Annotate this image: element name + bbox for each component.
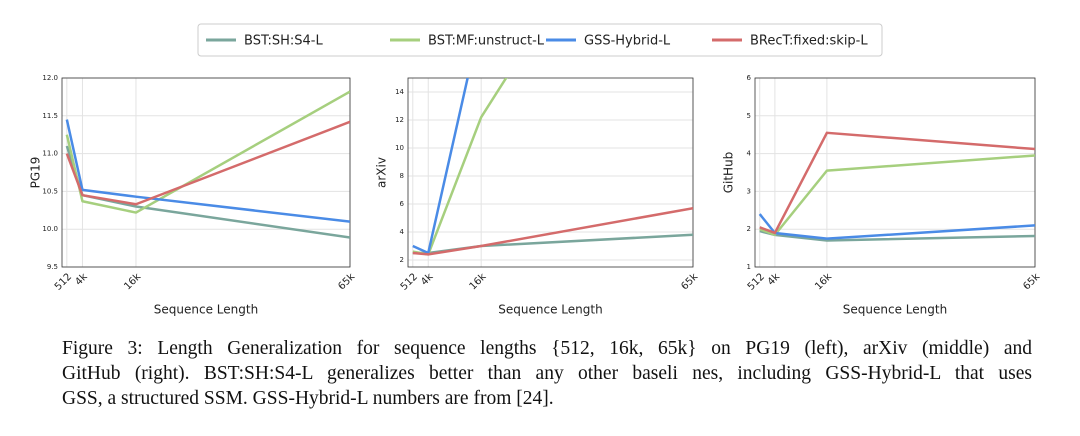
y-tick-label: 1 [747, 263, 751, 271]
series-line [759, 154, 1035, 237]
figure: BST:SH:S4-L BST:MF:unstruct-L GSS-Hybrid-L… [29, 23, 1042, 317]
x-tick-label: 16k [468, 271, 489, 292]
y-tick-label: 10 [395, 144, 404, 152]
series-line [759, 131, 1035, 235]
y-tick-label: 11.5 [42, 112, 58, 120]
y-tick-label: 12 [395, 116, 404, 124]
x-tick-label: 512 [53, 271, 74, 292]
caption-line: Figure 3: Length Generalization for sequ… [62, 338, 1032, 359]
y-tick-label: 10.5 [42, 187, 58, 195]
y-tick-label: 4 [747, 150, 752, 158]
y-tick-label: 12.0 [42, 74, 58, 82]
y-tick-label: 11.0 [42, 150, 58, 158]
y-tick-label: 8 [400, 172, 404, 180]
x-tick-label: 4k [73, 271, 90, 288]
axes-frame [61, 77, 351, 268]
legend-label: BST:SH:S4-L [244, 34, 323, 49]
legend-label: GSS-Hybrid-L [584, 34, 671, 49]
caption: Figure 3: Length Generalization for sequ… [62, 336, 1032, 411]
series-line [65, 90, 350, 214]
y-axis-label: GitHub [722, 152, 736, 194]
x-tick-label: 4k [419, 271, 436, 288]
axes-frame [754, 77, 1036, 268]
x-tick-label: 512 [746, 271, 767, 292]
y-axis-label: arXiv [375, 157, 389, 188]
series-line [65, 119, 350, 223]
y-tick-label: 10.0 [42, 225, 58, 233]
series-line [412, 206, 693, 256]
legend-label: BST:MF:unstruct-L [428, 34, 545, 49]
x-tick-label: 512 [399, 271, 420, 292]
series-line [758, 213, 1035, 240]
x-tick-label: 65k [336, 271, 357, 292]
y-tick-label: 2 [400, 256, 404, 264]
legend-box [197, 23, 883, 57]
y-tick-label: 2 [747, 225, 751, 233]
series-line [65, 120, 350, 206]
caption-line: GSS, a structured SSM. GSS-Hybrid-L numb… [62, 388, 554, 409]
x-axis-label: Sequence Length [498, 303, 602, 317]
y-axis-label: PG19 [29, 157, 43, 189]
x-tick-label: 16k [122, 271, 143, 292]
y-tick-label: 14 [395, 88, 404, 96]
y-tick-label: 9.5 [47, 263, 58, 271]
y-tick-label: 3 [747, 187, 751, 195]
y-tick-label: 4 [400, 228, 405, 236]
y-tick-label: 5 [747, 112, 751, 120]
x-tick-label: 65k [1021, 271, 1042, 292]
legend-label: BRecT:fixed:skip-L [750, 34, 868, 49]
x-tick-label: 65k [679, 271, 700, 292]
y-tick-label: 6 [747, 74, 752, 82]
x-tick-label: 4k [766, 271, 783, 288]
y-tick-label: 6 [400, 200, 405, 208]
caption-line: GitHub (right). BST:SH:S4-L generalizes … [62, 363, 1032, 384]
x-axis-label: Sequence Length [843, 303, 947, 317]
series-line [412, 78, 469, 255]
x-axis-label: Sequence Length [154, 303, 258, 317]
x-tick-label: 16k [813, 271, 834, 292]
axes-frame [407, 77, 694, 268]
